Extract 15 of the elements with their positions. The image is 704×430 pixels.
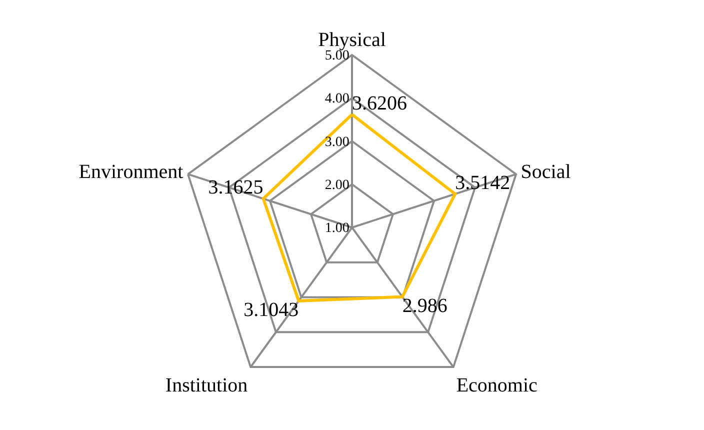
spoke-label: Physical xyxy=(318,29,386,51)
y-tick-label: 5.00 xyxy=(324,48,350,64)
spoke-label: Economic xyxy=(456,374,538,396)
y-tick-label: 1.00 xyxy=(324,221,350,236)
y-tick-label: 2.00 xyxy=(324,178,350,193)
data-label: 3.1043 xyxy=(244,298,299,321)
data-label: 3.5142 xyxy=(455,172,510,194)
y-tick-label: 4.00 xyxy=(324,92,350,107)
spoke-label: Social xyxy=(520,161,572,184)
data-label: 2.986 xyxy=(402,294,448,317)
data-label: 3.1625 xyxy=(208,176,264,199)
spoke-label: Institution xyxy=(165,374,248,396)
y-tick-label: 3.00 xyxy=(324,134,350,150)
data-label: 3.6206 xyxy=(352,92,407,114)
spoke-label: Environment xyxy=(78,161,184,184)
